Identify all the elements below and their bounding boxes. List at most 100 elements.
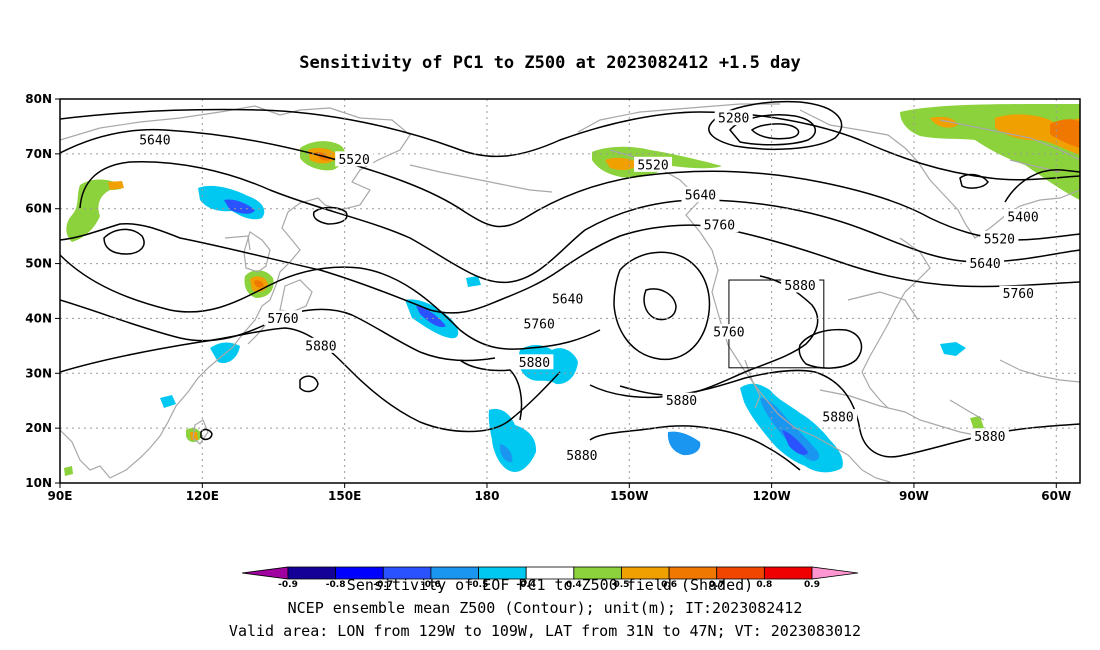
contour-label-backdrop — [135, 132, 174, 148]
contour-label: 5640 — [135, 132, 174, 149]
lon-tick-label: 120E — [186, 489, 219, 503]
contour-label: 5520 — [980, 230, 1019, 247]
contour-label-backdrop — [562, 447, 601, 463]
positive-sensitivity-shading — [64, 104, 1080, 476]
contour-label-backdrop — [301, 337, 340, 353]
contour-label-text: 5280 — [718, 112, 749, 127]
longitude-tick-labels: 90E 120E 150E 180 150W 120W 90W 60W — [48, 483, 1071, 503]
colorbar-high-extension — [811, 566, 859, 580]
colorbar-segment — [763, 566, 813, 580]
contour-label-text: 5880 — [666, 394, 697, 409]
lat-tick-label: 80N — [25, 92, 52, 106]
contour-label-text: 5640 — [139, 134, 170, 149]
contour-label: 5880 — [819, 409, 858, 426]
colorbar-low-extension — [241, 566, 289, 580]
lon-tick-label: 60W — [1041, 489, 1071, 503]
contour-label-text: 5520 — [338, 153, 369, 168]
contour-label-backdrop — [819, 409, 858, 425]
contour-label-text: 5520 — [637, 158, 668, 173]
contour-label: 5760 — [709, 324, 748, 341]
contour-label: 5520 — [335, 151, 374, 168]
contour-label: 5520 — [634, 156, 673, 173]
colorbar-tick-label: 0.7 — [709, 580, 725, 590]
colorbar-tick-label: 0.6 — [661, 580, 677, 590]
contour-label-backdrop — [548, 291, 587, 307]
contour-label-text: 5880 — [974, 430, 1005, 445]
contour-label: 5880 — [515, 354, 554, 371]
figure-title: Sensitivity of PC1 to Z500 at 2023082412… — [299, 53, 801, 73]
contour-label: 5640 — [966, 255, 1005, 272]
contour-label: 5880 — [662, 392, 701, 409]
contour-label-backdrop — [999, 285, 1038, 301]
contour-label: 5760 — [999, 285, 1038, 302]
lat-tick-label: 70N — [25, 147, 52, 161]
lat-tick-label: 30N — [25, 366, 52, 380]
contour-label: 5640 — [548, 291, 587, 308]
map-gridlines — [60, 99, 1080, 483]
contour-label-text: 5640 — [969, 257, 1000, 272]
colorbar-tick-label: 0.5 — [613, 580, 629, 590]
colorbar-tick-label: 0.9 — [804, 580, 820, 590]
lon-tick-label: 150E — [328, 489, 361, 503]
contour-label-backdrop — [515, 354, 554, 370]
contour-label-backdrop — [966, 255, 1005, 271]
colorbar: -0.9 -0.8 -0.7 -0.6 -0.5 -0.4 0.4 0.5 0.6 0.7 0.8 0… — [241, 566, 859, 590]
contour-label-text: 5640 — [685, 189, 716, 204]
contour-label-backdrop — [263, 310, 302, 326]
colorbar-tick-label: -0.6 — [421, 580, 441, 590]
contour-label: 5880 — [301, 337, 340, 354]
contour-label: 5640 — [681, 187, 720, 204]
latitude-tick-labels: 80N 70N 60N 50N 40N 30N 20N 10N — [25, 92, 60, 490]
contour-label-backdrop — [335, 151, 374, 167]
contour-label-text: 5880 — [822, 411, 853, 426]
contour-label-text: 5760 — [1003, 287, 1034, 302]
contour-label-text: 5520 — [984, 232, 1015, 247]
contour-label: 5400 — [1004, 208, 1043, 225]
lon-tick-label: 180 — [474, 489, 499, 503]
contour-label: 5760 — [700, 217, 739, 234]
contour-label: 5760 — [520, 315, 559, 332]
colorbar-tick-label: -0.9 — [278, 580, 298, 590]
contour-label-text: 5400 — [1007, 210, 1038, 225]
lon-tick-label: 120W — [752, 489, 790, 503]
colorbar-tick-label: 0.8 — [756, 580, 772, 590]
contour-label: 5760 — [263, 310, 302, 327]
contour-label-backdrop — [970, 428, 1009, 444]
caption-line-1: Sensitivity of EOF PC1 to Z500 field (Sh… — [347, 576, 753, 594]
contour-label-backdrop — [520, 315, 559, 331]
contour-label-text: 5880 — [305, 339, 336, 354]
lon-tick-label: 90E — [48, 489, 73, 503]
z500-contours — [60, 100, 1080, 471]
contour-label-text: 5760 — [713, 326, 744, 341]
colorbar-tick-label: -0.8 — [326, 580, 346, 590]
caption-line-3: Valid area: LON from 129W to 109W, LAT f… — [229, 622, 861, 640]
lat-tick-label: 10N — [25, 476, 52, 490]
contour-label: 5880 — [970, 428, 1009, 445]
lon-tick-label: 90W — [899, 489, 929, 503]
contour-label-text: 5880 — [566, 449, 597, 464]
lat-tick-label: 20N — [25, 421, 52, 435]
lat-tick-label: 40N — [25, 311, 52, 325]
colorbar-tick-label: 0.4 — [566, 580, 582, 590]
colorbar-segment — [287, 566, 337, 580]
contour-label-backdrop — [714, 110, 753, 126]
contour-label-text: 5760 — [704, 219, 735, 234]
contour-label-backdrop — [700, 217, 739, 233]
contour-label-text: 5880 — [784, 279, 815, 294]
contour-label-backdrop — [709, 324, 748, 340]
contour-label-backdrop — [681, 187, 720, 202]
lon-tick-label: 150W — [610, 489, 648, 503]
contour-label-text: 5760 — [267, 312, 298, 327]
contour-label: 5880 — [562, 447, 601, 464]
lat-tick-label: 60N — [25, 202, 52, 216]
contour-label: 5880 — [781, 277, 820, 294]
lat-tick-label: 50N — [25, 257, 52, 271]
contour-label-text: 5640 — [552, 293, 583, 308]
contour-label-backdrop — [634, 156, 673, 172]
caption-line-2: NCEP ensemble mean Z500 (Contour); unit(… — [288, 599, 803, 617]
colorbar-tick-label: -0.4 — [516, 580, 536, 590]
contour-label-backdrop — [781, 277, 820, 293]
contour-label-backdrop — [1004, 208, 1043, 224]
